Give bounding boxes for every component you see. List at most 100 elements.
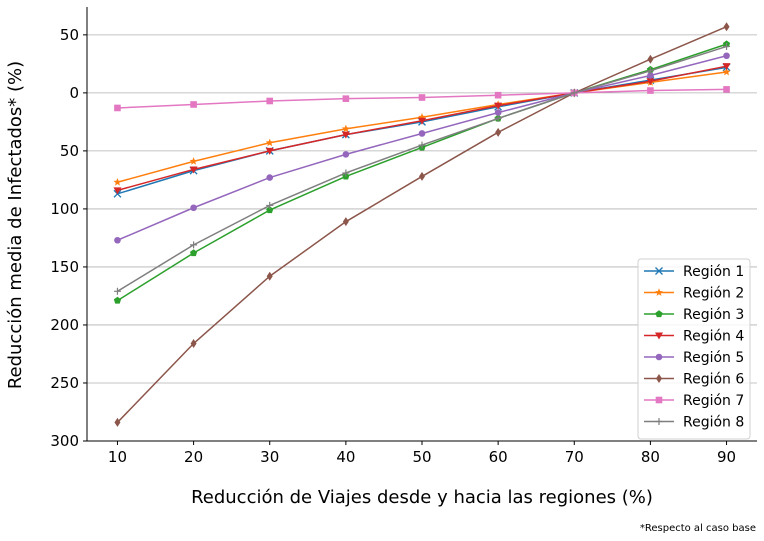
data-point bbox=[342, 169, 350, 177]
data-point bbox=[113, 287, 121, 295]
x-tick-label: 10 bbox=[108, 448, 127, 466]
data-point bbox=[723, 42, 731, 50]
data-point bbox=[342, 151, 350, 158]
legend-item: Región 2 bbox=[644, 286, 744, 302]
data-point bbox=[723, 22, 730, 32]
data-point bbox=[418, 94, 426, 101]
legend-label: Región 6 bbox=[683, 372, 744, 388]
x-tick-label: 40 bbox=[336, 448, 355, 466]
y-tick-label: 100 bbox=[50, 200, 79, 218]
legend-item: Región 8 bbox=[644, 415, 744, 431]
y-tick-label: 0 bbox=[69, 84, 79, 102]
data-point bbox=[114, 104, 121, 112]
legend-marker bbox=[655, 288, 663, 296]
legend-item: Región 5 bbox=[644, 350, 744, 366]
y-tick-label: 300 bbox=[50, 432, 79, 450]
legend-label: Región 7 bbox=[683, 393, 744, 409]
legend-item: Región 1 bbox=[644, 264, 744, 280]
legend-label: Región 2 bbox=[683, 286, 744, 302]
data-point bbox=[342, 217, 349, 227]
legend-label: Región 5 bbox=[683, 350, 744, 366]
y-tick-labels: 50 0 50 100 150 200 250 300 bbox=[50, 26, 79, 450]
data-point bbox=[418, 141, 426, 149]
series-lines bbox=[113, 22, 731, 427]
grid-lines bbox=[87, 34, 757, 442]
y-tick-label: 50 bbox=[60, 26, 79, 44]
data-point bbox=[647, 72, 654, 79]
data-point bbox=[646, 67, 654, 75]
x-tick-label: 70 bbox=[565, 448, 584, 466]
y-tick-label: 200 bbox=[50, 316, 79, 334]
y-axis-title: Reducción media de Infectados* (%) bbox=[5, 61, 26, 389]
data-point bbox=[570, 89, 578, 97]
data-point bbox=[189, 166, 198, 174]
legend-item: Región 7 bbox=[644, 393, 744, 409]
series-8 bbox=[113, 42, 731, 295]
data-point bbox=[722, 67, 731, 76]
data-point bbox=[266, 206, 274, 214]
data-point bbox=[723, 86, 730, 93]
data-point bbox=[190, 241, 198, 249]
data-point bbox=[722, 63, 731, 71]
legend-label: Región 8 bbox=[683, 415, 744, 431]
data-point bbox=[190, 204, 197, 212]
legend-marker bbox=[655, 396, 663, 404]
legend-label: Región 4 bbox=[683, 329, 744, 345]
data-point bbox=[189, 249, 198, 257]
data-point bbox=[494, 114, 502, 122]
data-point bbox=[419, 171, 425, 181]
legend-marker bbox=[655, 267, 663, 275]
legend-marker bbox=[656, 374, 662, 383]
x-axis-title: Reducción de Viajes desde y hacia las re… bbox=[191, 487, 653, 508]
footnote: *Respecto al caso base bbox=[639, 523, 756, 534]
data-point bbox=[418, 117, 426, 125]
axes bbox=[83, 7, 757, 445]
data-point bbox=[495, 127, 502, 137]
data-point bbox=[190, 339, 197, 349]
legend-marker bbox=[655, 418, 663, 425]
data-point bbox=[265, 138, 274, 147]
legend-frame bbox=[637, 258, 751, 440]
data-point bbox=[266, 174, 274, 181]
data-point bbox=[190, 101, 197, 108]
data-point bbox=[494, 102, 503, 110]
legend-item: Región 4 bbox=[644, 329, 744, 345]
series-7 bbox=[114, 86, 730, 112]
data-point bbox=[114, 417, 121, 427]
x-tick-label: 60 bbox=[489, 448, 508, 466]
legend-item: Región 3 bbox=[644, 307, 744, 323]
data-point bbox=[266, 97, 274, 105]
series-4 bbox=[113, 63, 731, 195]
data-point bbox=[114, 236, 121, 244]
data-point bbox=[647, 54, 654, 64]
data-point bbox=[342, 95, 350, 102]
data-point bbox=[266, 201, 274, 209]
y-tick-label: 250 bbox=[50, 374, 79, 392]
x-tick-label: 90 bbox=[717, 448, 736, 466]
data-point bbox=[723, 52, 730, 60]
x-tick-label: 80 bbox=[641, 448, 660, 466]
data-point bbox=[266, 271, 273, 281]
data-point bbox=[647, 87, 654, 94]
data-point bbox=[418, 113, 426, 121]
data-point bbox=[418, 130, 426, 137]
legend-marker bbox=[655, 332, 663, 340]
y-tick-label: 150 bbox=[50, 258, 79, 276]
data-point bbox=[113, 187, 122, 195]
data-point bbox=[341, 124, 350, 133]
data-point bbox=[646, 78, 655, 86]
data-point bbox=[494, 91, 502, 99]
legend-label: Región 1 bbox=[683, 264, 744, 280]
data-point bbox=[113, 296, 122, 304]
data-point bbox=[341, 131, 350, 139]
x-tick-label: 30 bbox=[260, 448, 279, 466]
x-tick-labels: 10 20 30 40 50 60 70 80 90 bbox=[108, 448, 736, 466]
legend-item: Región 6 bbox=[644, 372, 744, 388]
data-point bbox=[265, 147, 274, 155]
series-line bbox=[116, 26, 727, 423]
legend-marker bbox=[655, 310, 663, 318]
data-point bbox=[494, 109, 502, 116]
data-point bbox=[113, 178, 122, 186]
legend-label: Región 3 bbox=[683, 307, 744, 323]
